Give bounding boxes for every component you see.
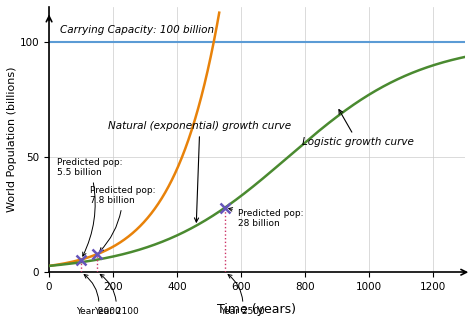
Text: Predicted pop:
28 billion: Predicted pop: 28 billion	[229, 208, 303, 228]
Text: Natural (exponential) growth curve: Natural (exponential) growth curve	[108, 121, 292, 222]
Text: Predicted pop:
7.8 billion: Predicted pop: 7.8 billion	[90, 186, 155, 252]
Text: Year 2500: Year 2500	[220, 275, 265, 316]
Y-axis label: World Population (billions): World Population (billions)	[7, 67, 17, 212]
Text: Carrying Capacity: 100 billion: Carrying Capacity: 100 billion	[60, 25, 214, 35]
Text: Predicted pop:
5.5 billion: Predicted pop: 5.5 billion	[57, 158, 123, 256]
Text: Year 2100: Year 2100	[94, 275, 138, 316]
Text: Year 2000: Year 2000	[76, 275, 121, 316]
X-axis label: Time (years): Time (years)	[218, 303, 296, 316]
Text: Logistic growth curve: Logistic growth curve	[302, 109, 414, 147]
